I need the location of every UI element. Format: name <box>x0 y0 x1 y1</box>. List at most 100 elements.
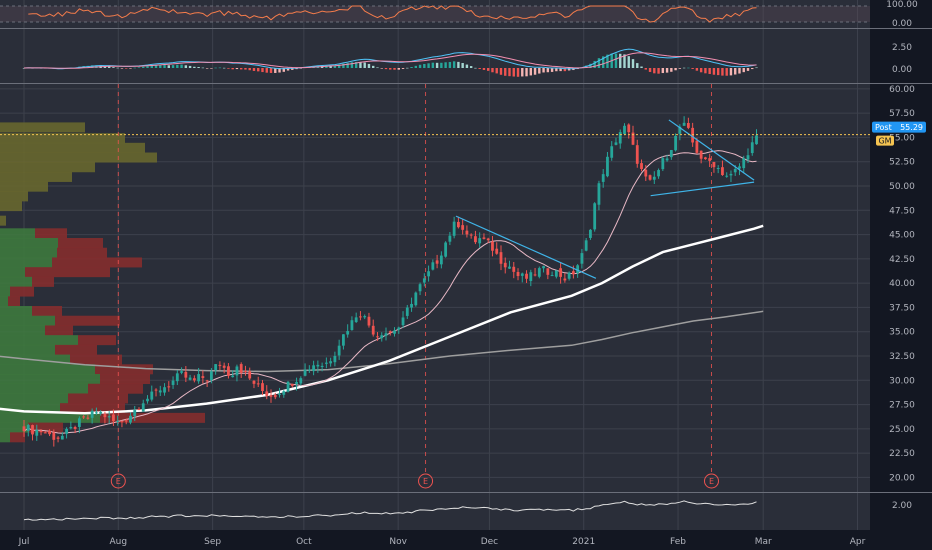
post-tag-background <box>872 121 926 133</box>
candle-body <box>52 432 56 440</box>
macd-histogram-bar <box>227 68 230 69</box>
earnings-marker-circle <box>703 473 719 489</box>
macd-histogram-bar <box>363 62 366 68</box>
volume-profile-bar-down <box>52 257 142 268</box>
candle-body <box>303 369 307 376</box>
volume-profile-bar-down <box>78 335 116 346</box>
candle-body <box>491 241 494 251</box>
macd-histogram-bar <box>593 60 596 68</box>
macd-histogram-bar <box>755 67 758 69</box>
macd-histogram-bar <box>716 68 720 76</box>
volume-profile-bar-down <box>95 364 153 375</box>
candle-body <box>610 146 614 158</box>
candle-body <box>648 175 652 180</box>
macd-histogram-bar <box>142 66 145 68</box>
candle-body <box>478 238 482 244</box>
rsi-band <box>0 6 870 22</box>
macd-histogram-bar <box>235 68 239 70</box>
symbol-tag: GM <box>878 137 891 146</box>
volume-profile-bar-up <box>0 276 32 287</box>
macd-histogram-bar <box>589 63 592 68</box>
macd-histogram-bar <box>670 68 673 72</box>
candle-body <box>542 266 545 269</box>
volume-profile-bar-up <box>0 315 55 326</box>
macd-histogram-bar <box>252 68 256 71</box>
candle-body <box>73 427 77 429</box>
candle-body <box>563 278 567 281</box>
candle-body <box>295 381 298 385</box>
candle-body <box>716 167 720 169</box>
price-tick-label: 30.00 <box>889 376 915 386</box>
macd-histogram-bar <box>640 66 643 68</box>
candle-body <box>640 163 643 169</box>
macd-histogram-bar <box>231 68 234 70</box>
candle-body <box>39 430 43 432</box>
candle-body <box>435 260 439 264</box>
volume-profile-bar-up <box>0 325 45 336</box>
macd-histogram-bar <box>184 65 188 68</box>
volume-profile-bar-down <box>0 122 85 133</box>
candle-body <box>154 389 158 391</box>
volume-profile-bar-down <box>0 171 72 182</box>
macd-histogram-bar <box>163 65 166 68</box>
macd-histogram-bar <box>222 67 226 69</box>
candle-body <box>746 155 750 160</box>
macd-histogram-bar <box>372 65 375 68</box>
macd-histogram-bar <box>367 63 371 68</box>
macd-histogram-bar <box>299 68 303 69</box>
volume-profile-bar-down <box>0 201 22 212</box>
macd-histogram-bar <box>423 63 426 68</box>
trendlines[interactable] <box>455 119 755 279</box>
macd-histogram-bar <box>406 67 409 69</box>
candle-body <box>239 364 243 373</box>
candle-body <box>427 271 430 277</box>
macd-histogram-bar <box>137 67 141 68</box>
sma-200-line <box>0 310 764 373</box>
candle-body <box>197 374 201 382</box>
macd-histogram-bar <box>333 65 337 68</box>
rsi-line <box>28 5 757 23</box>
volume-profile-bar-down <box>0 142 145 153</box>
macd-histogram-bar <box>674 68 677 71</box>
candle-body <box>635 145 639 164</box>
macd-histogram-bar <box>376 67 379 69</box>
macd-histogram-bar <box>448 61 452 68</box>
volume-profile-bar-down <box>28 422 63 433</box>
candle-body <box>516 272 520 277</box>
macd-tick-2-50: 2.50 <box>892 43 912 53</box>
candle-body <box>623 125 626 134</box>
macd-histogram-bar <box>516 68 520 77</box>
macd-histogram-bar <box>435 62 439 68</box>
candle-body <box>520 273 524 276</box>
candle-body <box>580 253 584 264</box>
price-tick-label: 27.50 <box>889 401 915 411</box>
volume-profile-bar-down <box>58 238 103 249</box>
price-tick-label: 35.00 <box>889 328 915 338</box>
candle-body <box>103 414 107 418</box>
macd-histogram-bar <box>210 68 213 69</box>
price-axis: 57.50 55.00 52.50 50.00 47.50 45.00 42.50 40.00… <box>889 109 915 483</box>
macd-histogram-bar <box>461 63 464 68</box>
candle-body <box>299 378 303 384</box>
candle-body <box>733 168 737 173</box>
candle-body <box>333 355 337 363</box>
candle-body <box>704 157 707 160</box>
macd-histogram-bar <box>601 56 605 68</box>
candle-body <box>397 327 401 330</box>
candle-body <box>77 418 81 427</box>
macd-panel: 2.50 0.00 <box>22 43 912 77</box>
candle-body <box>729 173 733 176</box>
volume-profile-bar-down <box>0 152 157 163</box>
volume-profile-bar-down <box>10 432 25 443</box>
candle-body <box>273 394 277 398</box>
macd-histogram-bar <box>261 68 264 73</box>
macd-histogram-bar <box>695 68 699 71</box>
macd-signal-line <box>23 52 757 69</box>
macd-histogram-bar <box>431 62 435 68</box>
macd-histogram-bar <box>452 61 456 68</box>
trendline <box>668 119 755 181</box>
macd-histogram-bar <box>627 56 630 68</box>
rsi-panel: 100.00 0.00 <box>0 0 918 29</box>
candle-body <box>550 275 554 277</box>
